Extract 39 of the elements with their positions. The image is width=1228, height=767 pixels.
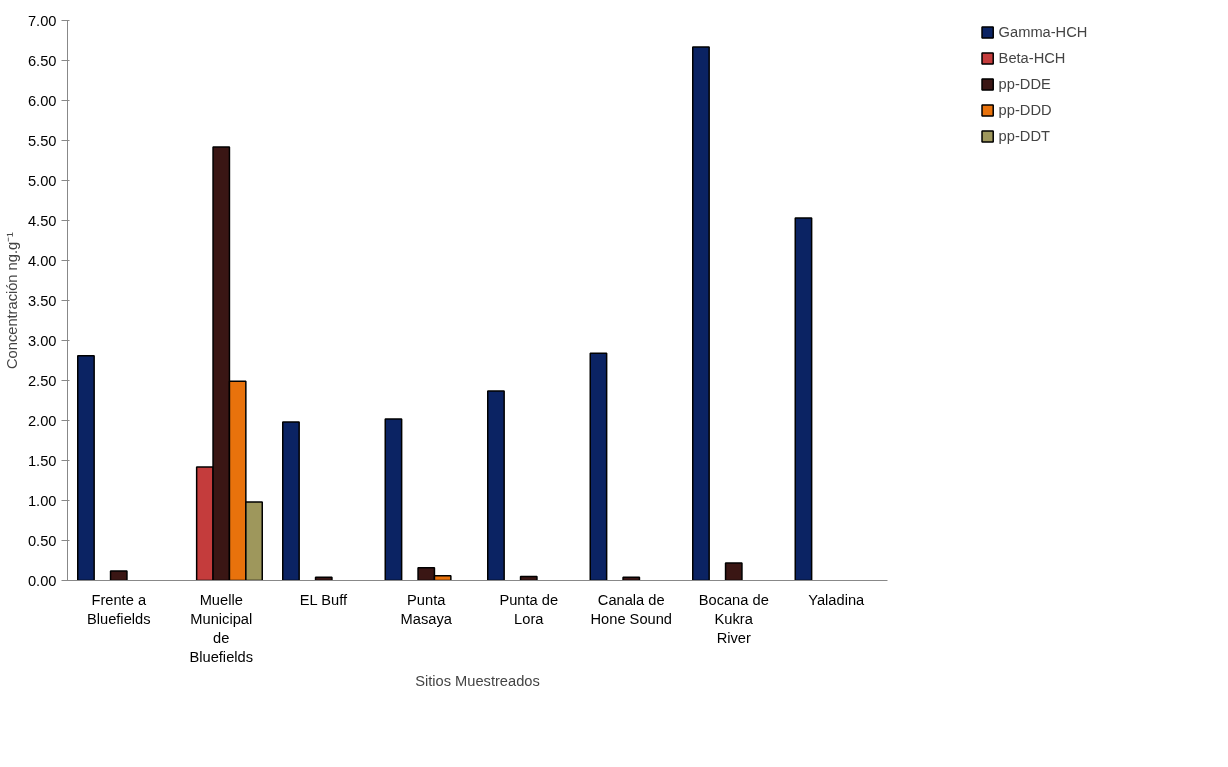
bar: [77, 354, 95, 581]
bar: [384, 418, 403, 581]
y-tick-label: 3.00: [27, 332, 57, 349]
bar: [724, 562, 743, 581]
y-tick-label: 2.00: [27, 412, 57, 429]
x-tick-label: Punta Masaya: [400, 591, 453, 627]
bar: [794, 217, 813, 581]
x-tick-label: Punta de Lora: [499, 591, 559, 627]
y-tick-label: 7.00: [27, 12, 57, 29]
legend-label: Beta-HCH: [998, 50, 1066, 66]
y-tick-label: 6.50: [27, 52, 57, 69]
legend-label: pp-DDE: [998, 76, 1051, 92]
x-tick-label: Canala de Hone Sound: [590, 591, 673, 627]
y-axis-title: Concentración ng.g⁻¹: [3, 231, 20, 369]
x-tick-label: Bocana de Kukra River: [698, 591, 769, 646]
bar: [109, 570, 128, 581]
y-tick-label: 5.50: [27, 132, 57, 149]
bar: [282, 421, 300, 581]
y-tick-label: 5.00: [27, 172, 57, 189]
legend-label: Gamma-HCH: [998, 24, 1088, 40]
x-tick-label: Yaladina: [808, 591, 866, 608]
legend-label: pp-DDT: [998, 128, 1050, 144]
x-tick-label: Muelle Municipal de Bluefields: [189, 591, 254, 666]
legend-label: pp-DDD: [998, 102, 1052, 118]
y-tick-label: 6.00: [27, 92, 57, 109]
bar: [692, 46, 710, 581]
y-tick-label: 0.00: [27, 572, 57, 589]
bar: [589, 352, 608, 581]
y-tick-label: 3.50: [27, 292, 57, 309]
x-tick-label: EL Buff: [299, 591, 349, 608]
y-tick-label: 2.50: [27, 372, 57, 389]
y-tick-label: 0.50: [27, 532, 57, 549]
bar: [487, 390, 505, 581]
y-tick-label: 4.50: [27, 212, 57, 229]
x-tick-label: Frente a Bluefields: [86, 591, 151, 627]
y-tick-label: 1.00: [27, 492, 57, 509]
y-tick-label: 1.50: [27, 452, 57, 469]
x-axis-title: Sitios Muestreados: [415, 673, 540, 690]
y-tick-label: 4.00: [27, 252, 57, 269]
